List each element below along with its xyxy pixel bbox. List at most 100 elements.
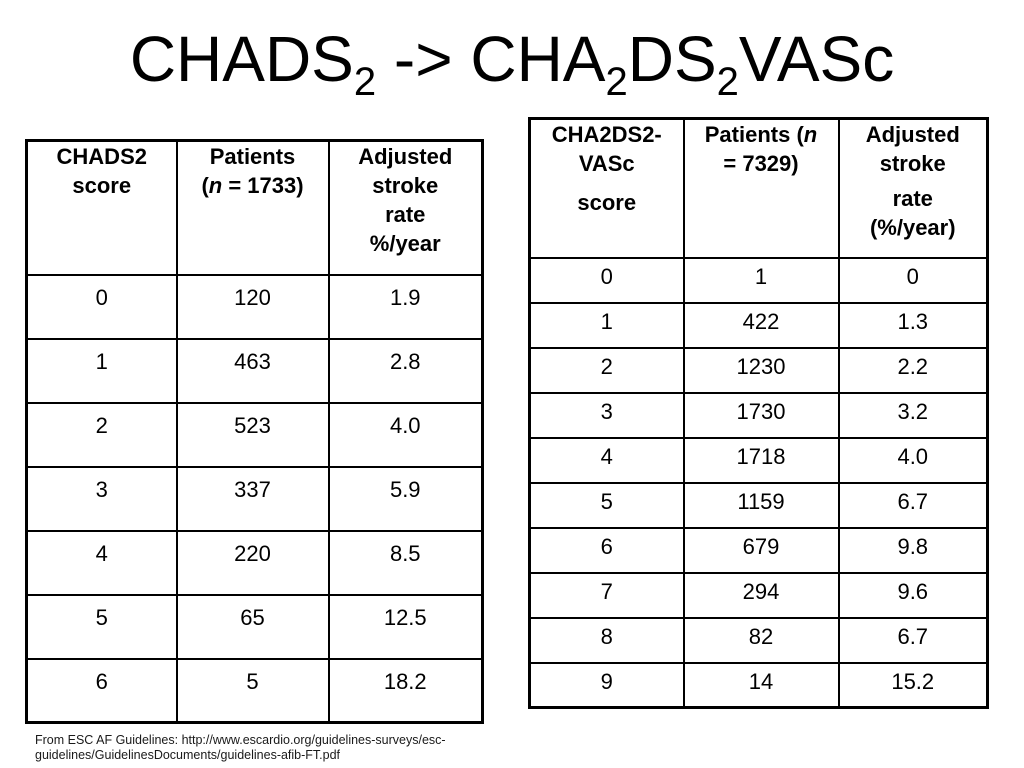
header-line: CHADS2 [56, 144, 147, 169]
score-cell: 0 [25, 273, 178, 340]
patients-cell: 1159 [682, 481, 840, 529]
table-row: 7 294 9.6 [528, 571, 989, 619]
n-symbol: n [208, 173, 223, 198]
header-line: score [72, 173, 132, 198]
patients-cell: 14 [682, 661, 840, 709]
title-part: CHADS [129, 23, 354, 95]
patients-cell: 82 [682, 616, 840, 664]
score-cell: 1 [528, 301, 685, 349]
chads2-score-header: CHADS2 score [25, 139, 178, 276]
score-cell: 2 [25, 401, 178, 468]
rate-cell: 4.0 [837, 436, 989, 484]
score-cell: 3 [25, 465, 178, 532]
table-row: 3 1730 3.2 [528, 391, 989, 439]
score-cell: 6 [528, 526, 685, 574]
patients-cell: 1 [682, 256, 840, 304]
rate-cell: 4.0 [327, 401, 484, 468]
stroke-rate-header: Adjusted stroke rate %/year [327, 139, 484, 276]
table-row: 5 1159 6.7 [528, 481, 989, 529]
table-row: 1 463 2.8 [25, 337, 484, 404]
header-line: Adjusted [358, 144, 453, 169]
table-row: 2 1230 2.2 [528, 346, 989, 394]
patients-cell: 679 [682, 526, 840, 574]
header-line: = 7329) [723, 151, 799, 176]
header-line: Patients (n [704, 122, 818, 147]
patients-cell: 422 [682, 301, 840, 349]
score-cell: 0 [528, 256, 685, 304]
table-header-row: CHADS2 score Patients (n = 1733) Adjuste… [25, 139, 484, 276]
rate-cell: 18.2 [327, 657, 484, 724]
score-cell: 5 [25, 593, 178, 660]
source-citation-line: From ESC AF Guidelines: http://www.escar… [35, 733, 446, 747]
score-cell: 4 [528, 436, 685, 484]
score-cell: 1 [25, 337, 178, 404]
rate-cell: 9.8 [837, 526, 989, 574]
score-cell: 8 [528, 616, 685, 664]
stroke-rate-header: Adjusted stroke rate (%/year) [837, 117, 989, 259]
table-row: 3 337 5.9 [25, 465, 484, 532]
score-cell: 7 [528, 571, 685, 619]
title-subscript: 2 [605, 60, 628, 104]
rate-cell: 1.9 [327, 273, 484, 340]
score-cell: 4 [25, 529, 178, 596]
rate-cell: 5.9 [327, 465, 484, 532]
title-subscript: 2 [353, 60, 377, 104]
patients-cell: 463 [175, 337, 330, 404]
source-citation-line: guidelines/GuidelinesDocuments/guideline… [35, 748, 341, 762]
patients-cell: 1718 [682, 436, 840, 484]
patients-cell: 1730 [682, 391, 840, 439]
table-row: 5 65 12.5 [25, 593, 484, 660]
table-row: 6 679 9.8 [528, 526, 989, 574]
patients-cell: 337 [175, 465, 330, 532]
header-line: (n = 1733) [201, 173, 304, 198]
score-cell: 5 [528, 481, 685, 529]
patients-cell: 120 [175, 273, 330, 340]
header-line: stroke [372, 173, 439, 198]
rate-cell: 1.3 [837, 301, 989, 349]
patients-header: Patients (n = 1733) [175, 139, 330, 276]
table-header-row: CHA2DS2- VASc score Patients (n = 7329) … [528, 117, 989, 259]
chads2-table: CHADS2 score Patients (n = 1733) Adjuste… [25, 139, 484, 724]
score-cell: 6 [25, 657, 178, 724]
header-line: stroke [879, 151, 946, 176]
patients-cell: 1230 [682, 346, 840, 394]
cha2ds2vasc-table: CHA2DS2- VASc score Patients (n = 7329) … [528, 117, 989, 709]
header-line: CHA2DS2- [551, 122, 662, 147]
patients-cell: 5 [175, 657, 330, 724]
patients-cell: 294 [682, 571, 840, 619]
score-cell: 2 [528, 346, 685, 394]
rate-cell: 2.8 [327, 337, 484, 404]
slide-title: CHADS2 -> CHA2DS2VASc [0, 23, 1024, 103]
rate-cell: 12.5 [327, 593, 484, 660]
table-row: 0 120 1.9 [25, 273, 484, 340]
table-row: 6 5 18.2 [25, 657, 484, 724]
table-row: 8 82 6.7 [528, 616, 989, 664]
header-line: %/year [369, 231, 441, 256]
cha2ds2vasc-score-header: CHA2DS2- VASc score [528, 117, 685, 259]
rate-cell: 8.5 [327, 529, 484, 596]
table-row: 4 220 8.5 [25, 529, 484, 596]
title-subscript: 2 [716, 60, 739, 104]
score-cell: 3 [528, 391, 685, 439]
header-line: VASc [578, 151, 635, 176]
patients-cell: 220 [175, 529, 330, 596]
header-line: score [577, 190, 637, 215]
patients-cell: 65 [175, 593, 330, 660]
table-row: 9 14 15.2 [528, 661, 989, 709]
n-symbol: n [803, 122, 818, 147]
table-row: 1 422 1.3 [528, 301, 989, 349]
rate-cell: 3.2 [837, 391, 989, 439]
header-line: rate [385, 202, 426, 227]
rate-cell: 15.2 [837, 661, 989, 709]
source-citation: From ESC AF Guidelines: http://www.escar… [35, 733, 446, 763]
header-line: Adjusted [865, 122, 960, 147]
patients-header: Patients (n = 7329) [682, 117, 840, 259]
rate-cell: 2.2 [837, 346, 989, 394]
header-line: Patients [209, 144, 296, 169]
header-line: rate [892, 186, 933, 211]
title-part: DS [627, 23, 717, 95]
header-line: (%/year) [869, 215, 956, 240]
rate-cell: 9.6 [837, 571, 989, 619]
score-cell: 9 [528, 661, 685, 709]
table-row: 4 1718 4.0 [528, 436, 989, 484]
